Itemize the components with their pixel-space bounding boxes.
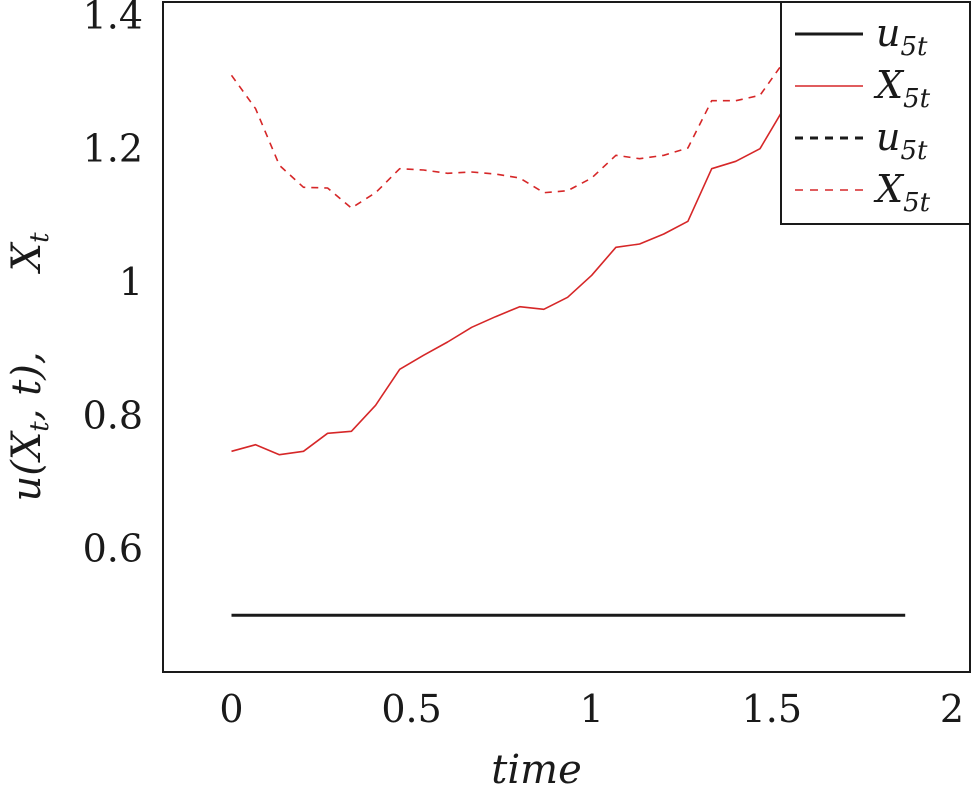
svg-text:u(Xt, t), Xt: u(Xt, t), Xt xyxy=(4,232,55,502)
legend-box xyxy=(780,1,971,225)
legend-label-1: u5t xyxy=(876,11,928,62)
y-tick-label: 1.4 xyxy=(83,0,143,37)
y-tick-label: 0.6 xyxy=(83,527,143,571)
y-tick-label: 0.8 xyxy=(83,393,143,437)
series-line-2-x5t-solid xyxy=(231,94,795,456)
series-layer xyxy=(230,61,906,617)
legend-label-4: X5t xyxy=(873,167,931,218)
x-tick-label: 2 xyxy=(940,687,964,731)
y-tick-label: 1.2 xyxy=(83,127,143,171)
plot-frame xyxy=(162,1,971,673)
x-tick-label: 1.5 xyxy=(742,687,802,731)
y-tick-label: 1 xyxy=(119,260,143,304)
x-tick-label: 0.5 xyxy=(381,687,441,731)
x-tick-label: 1 xyxy=(580,687,604,731)
series-line-4-x5t-dashed xyxy=(230,61,785,209)
y-axis-label: u(Xt, t), Xt xyxy=(4,232,55,502)
x-axis-label: time xyxy=(491,747,581,788)
x-axis-ticks: 0 0.5 1 1.5 2 xyxy=(219,687,964,731)
x-tick-label: 0 xyxy=(219,687,243,731)
legend-label-2: X5t xyxy=(873,63,931,114)
legend-label-3: u5t xyxy=(876,115,928,166)
y-axis-ticks: 0.6 0.8 1 1.2 1.4 xyxy=(83,0,143,571)
